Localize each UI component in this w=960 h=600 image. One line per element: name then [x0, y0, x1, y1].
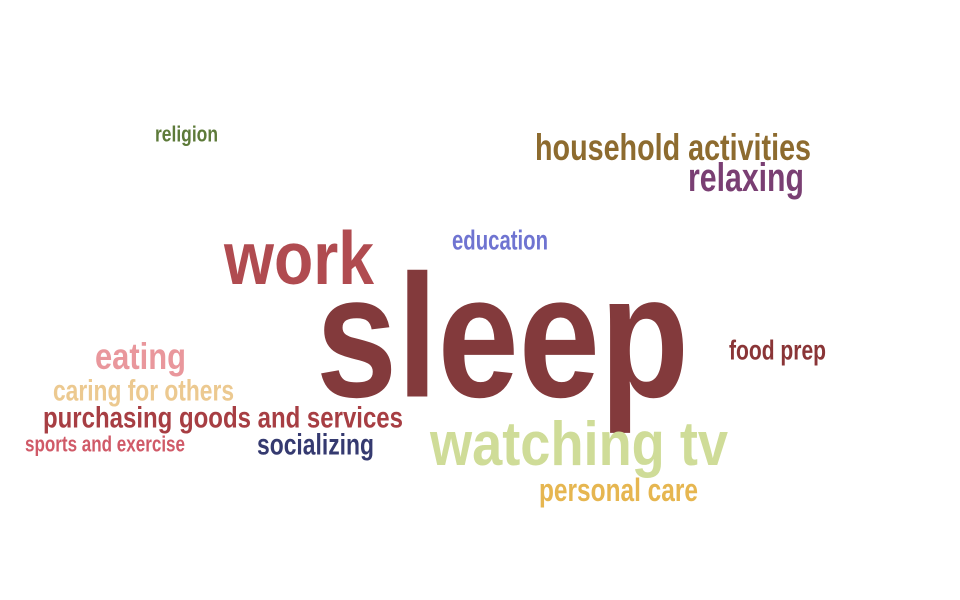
word-food-prep: food prep [729, 335, 826, 366]
word-caring-for-others: caring for others [53, 375, 234, 408]
word-sports-and-exercise: sports and exercise [25, 432, 185, 457]
word-relaxing: relaxing [688, 156, 804, 200]
word-watching-tv: watching tv [429, 409, 728, 479]
word-religion: religion [155, 122, 218, 147]
word-work: work [223, 216, 374, 300]
word-personal-care: personal care [539, 472, 698, 508]
word-eating: eating [95, 335, 186, 377]
word-household-activities: household activities [535, 126, 811, 168]
word-education: education [452, 225, 548, 256]
word-purchasing-goods-and-services: purchasing goods and services [43, 402, 403, 435]
word-socializing: socializing [257, 429, 374, 462]
word-sleep: sleep [316, 240, 689, 435]
